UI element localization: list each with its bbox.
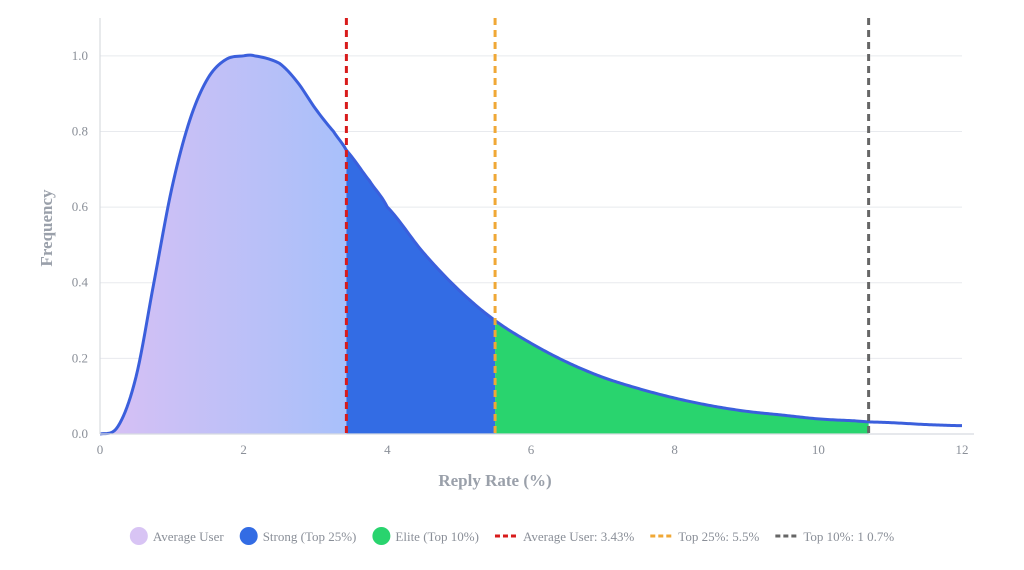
- threshold-markers: [344, 18, 871, 434]
- legend-item: Average User: 3.43%: [494, 529, 634, 544]
- x-axis-title: Reply Rate (%): [438, 471, 551, 490]
- y-tick-label: 0.6: [72, 199, 89, 214]
- region-elite-top-10: [495, 320, 869, 434]
- legend-swatch: [372, 527, 391, 545]
- legend-item: Average User: [129, 527, 225, 545]
- legend-label: Top 10%: 1 0.7%: [803, 529, 894, 544]
- legend-items: Average User Strong (Top 25%) Elite (Top 1…: [129, 527, 894, 545]
- y-tick-label: 1.0: [72, 48, 88, 63]
- x-tick-label: 8: [671, 442, 678, 457]
- legend-item: Elite (Top 10%): [372, 527, 479, 545]
- legend-swatch: [129, 527, 148, 545]
- x-tick-label: 6: [528, 442, 535, 457]
- legend-item: Top 25%: 5.5%: [650, 529, 760, 544]
- region-strong-top-25: [346, 150, 496, 434]
- legend-swatch: [239, 527, 258, 545]
- x-tick-label: 0: [97, 442, 104, 457]
- region-average-user: [100, 55, 347, 434]
- y-tick-label: 0.4: [72, 275, 89, 290]
- legend-label: Average User: [153, 529, 225, 544]
- y-tick-label: 0.8: [72, 123, 88, 138]
- legend-label: Strong (Top 25%): [263, 529, 357, 544]
- legend-label: Elite (Top 10%): [395, 529, 479, 544]
- legend-item: Top 10%: 1 0.7%: [775, 529, 894, 544]
- distribution-areas: [100, 55, 869, 434]
- y-tick-label: 0.2: [72, 350, 88, 365]
- x-tick-label: 10: [812, 442, 825, 457]
- y-axis-title: Frequency: [37, 189, 56, 267]
- x-tick-label: 12: [956, 442, 969, 457]
- x-tick-label: 2: [240, 442, 247, 457]
- tick-labels: 0 2 4 6 8 10 12 0.0 0.2 0.4 0.6 0.8 1.0: [72, 48, 969, 457]
- x-tick-label: 4: [384, 442, 391, 457]
- curve-line: [99, 53, 963, 436]
- axes: [99, 18, 974, 435]
- y-tick-label: 0.0: [72, 426, 88, 441]
- legend-label: Top 25%: 5.5%: [678, 529, 759, 544]
- legend: Average User Strong (Top 25%) Elite (Top 1…: [129, 527, 894, 545]
- legend-label: Average User: 3.43%: [523, 529, 634, 544]
- legend-item: Strong (Top 25%): [239, 527, 357, 545]
- distribution-curve: [99, 53, 963, 436]
